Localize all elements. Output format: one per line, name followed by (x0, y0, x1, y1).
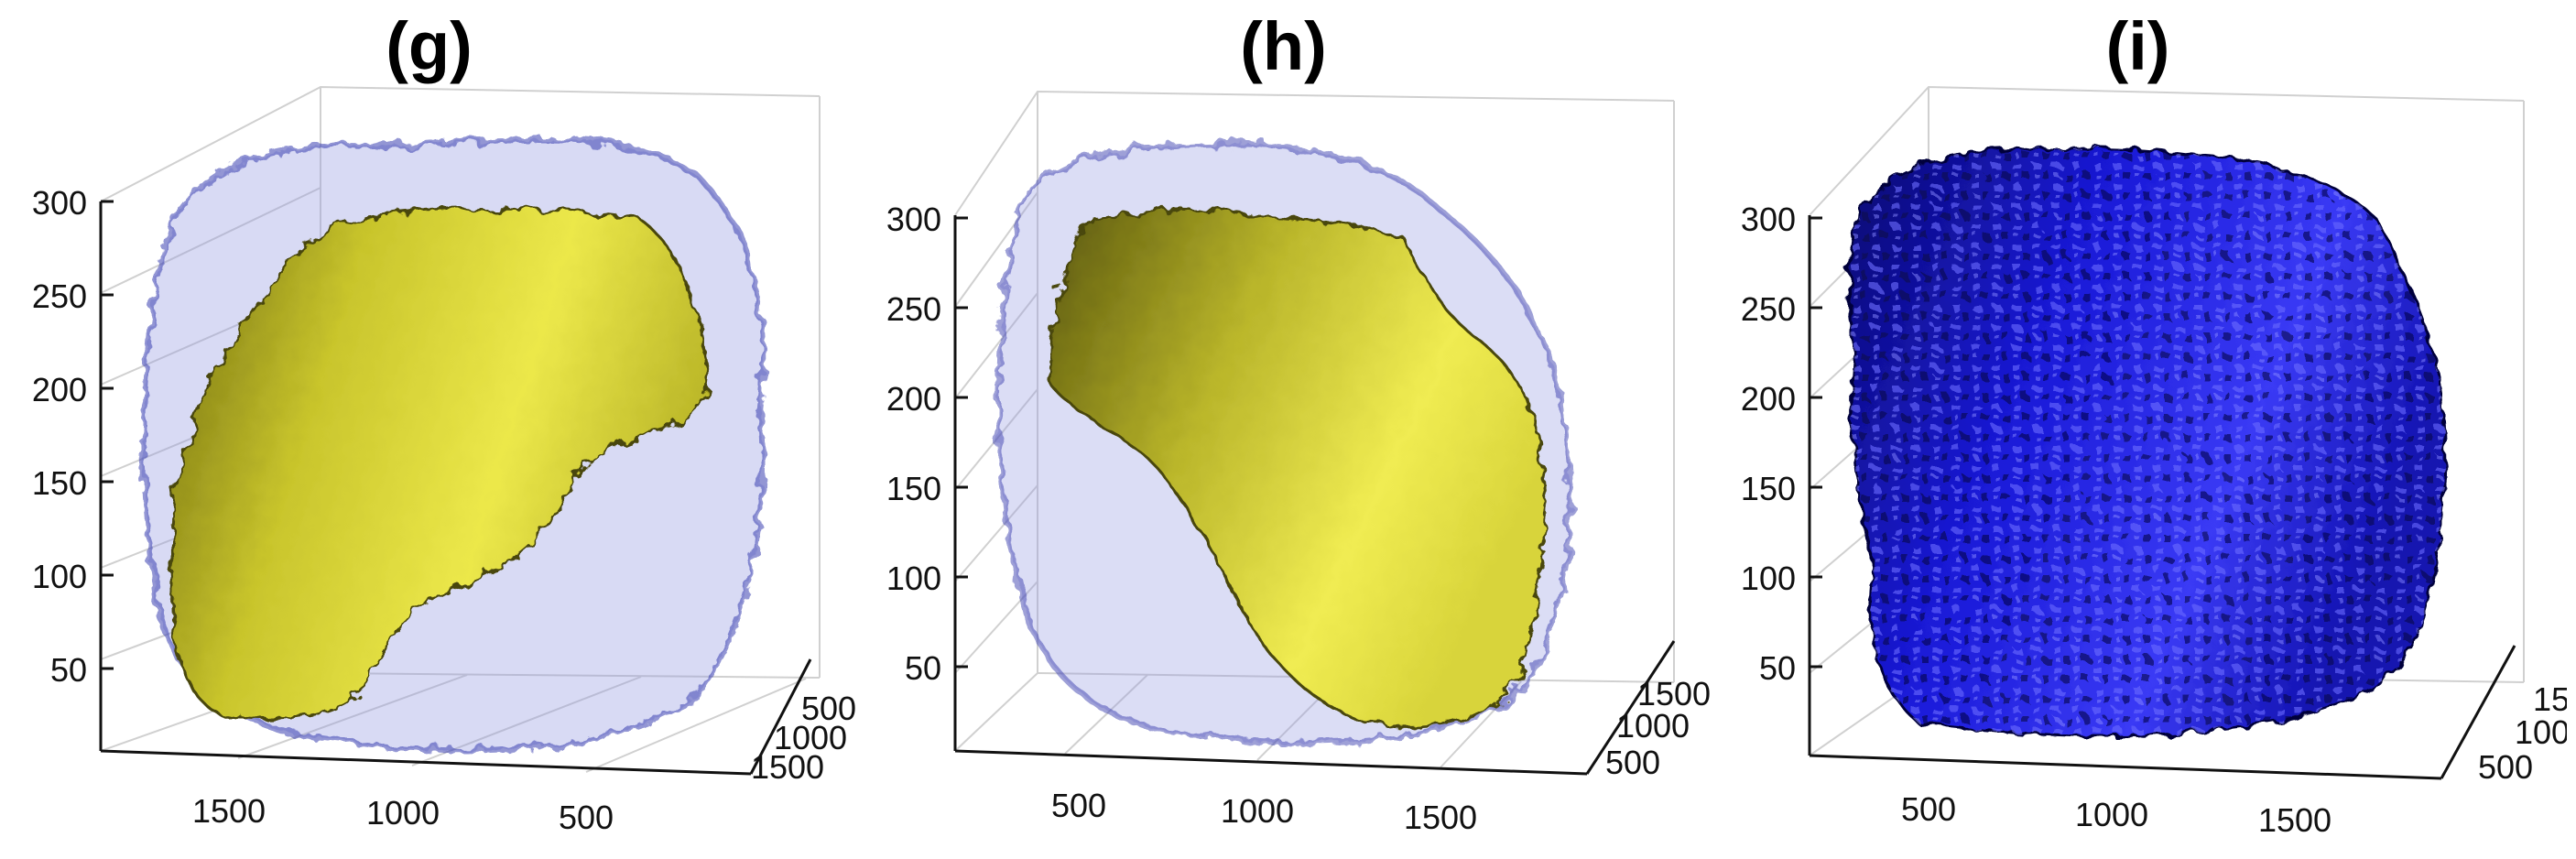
plot-3d-i: 300 250 200 150 100 50 500 1000 1500 150… (1741, 85, 2567, 839)
y-tick-1: 1500 (1637, 675, 1711, 712)
z-tick-250: 250 (886, 290, 941, 328)
z-tick-100: 100 (1741, 560, 1796, 597)
z-tick-100: 100 (886, 560, 941, 597)
z-tick-150: 150 (32, 464, 87, 502)
z-tick-300: 300 (1741, 201, 1796, 238)
z-tick-250: 250 (1741, 290, 1796, 328)
z-tick-50: 50 (905, 649, 941, 687)
z-tick-250: 250 (32, 277, 87, 315)
x-tick-2: 1000 (1221, 792, 1294, 830)
y-tick-1: 1500 (2533, 680, 2567, 718)
z-tick-100: 100 (32, 558, 87, 595)
z-tick-200: 200 (1741, 380, 1796, 418)
x-tick-1: 500 (1051, 787, 1106, 824)
axes (953, 215, 1676, 776)
y-tick-3: 1500 (751, 748, 824, 786)
x-tick-1: 1500 (192, 792, 266, 830)
x-tick-3: 1500 (1404, 799, 1477, 836)
z-tick-200: 200 (886, 380, 941, 418)
z-tick-300: 300 (32, 184, 87, 222)
x-tick-2: 1000 (2075, 796, 2148, 833)
panel-h: (h) (854, 0, 1712, 859)
yellow-solid (1045, 207, 1547, 728)
x-tick-1: 500 (1901, 790, 1956, 828)
y-tick-1: 500 (801, 690, 856, 727)
z-tick-300: 300 (886, 201, 941, 238)
plot-3d-g: 300 250 200 150 100 50 1500 1000 500 500… (32, 85, 856, 836)
panel-title: (g) (386, 8, 473, 84)
z-tick-marks (101, 200, 114, 670)
x-tick-2: 1000 (366, 794, 440, 832)
y-tick-2: 1000 (1616, 707, 1690, 745)
panel-title: (h) (1240, 8, 1327, 84)
voxel-volume (1847, 147, 2447, 738)
z-tick-marks (955, 216, 968, 669)
yellow-solid (169, 207, 710, 722)
y-tick-3: 500 (2478, 748, 2533, 786)
panel-i: (i) (1709, 0, 2567, 859)
panel-title: (i) (2105, 8, 2170, 84)
axes (99, 201, 812, 776)
z-tick-50: 50 (1759, 649, 1796, 687)
z-tick-200: 200 (32, 371, 87, 408)
x-tick-3: 500 (559, 799, 614, 836)
plot-3d-h: 300 250 200 150 100 50 500 1000 1500 150… (886, 90, 1711, 836)
panel-g: (g) (0, 0, 858, 859)
x-tick-3: 1500 (2258, 801, 2331, 839)
z-tick-150: 150 (1741, 470, 1796, 507)
y-tick-3: 500 (1605, 744, 1660, 781)
z-tick-marks (1810, 216, 1822, 669)
y-tick-2: 1000 (2515, 713, 2567, 751)
z-tick-150: 150 (886, 470, 941, 507)
z-tick-50: 50 (50, 651, 87, 689)
y-tick-2: 1000 (774, 719, 847, 756)
